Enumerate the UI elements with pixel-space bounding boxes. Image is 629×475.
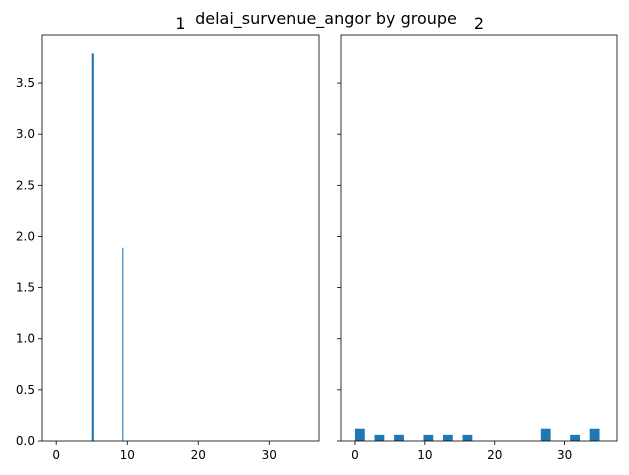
x-tick-label: 20	[191, 448, 206, 462]
histogram-bar	[394, 434, 404, 441]
y-tick-label: 1.0	[16, 332, 35, 346]
panel-title-1: 1	[175, 14, 185, 33]
histogram-bar	[540, 428, 551, 441]
x-tick-label: 20	[487, 448, 502, 462]
figure-title: delai_survenue_angor by groupe	[195, 9, 457, 29]
y-tick-label: 3.0	[16, 127, 35, 141]
x-tick-label: 0	[351, 448, 359, 462]
x-tick-label: 0	[52, 448, 60, 462]
y-tick-label: 0.0	[16, 434, 35, 448]
histogram-bar	[443, 434, 453, 441]
y-tick-label: 3.5	[16, 76, 35, 90]
histogram-bar	[423, 434, 434, 441]
x-tick-label: 30	[557, 448, 572, 462]
panel-title-2: 2	[474, 14, 484, 33]
histogram-bar	[462, 434, 473, 441]
x-tick-label: 10	[120, 448, 135, 462]
histogram-bar	[122, 247, 124, 441]
histogram-bar	[589, 428, 600, 441]
histogram-bar	[570, 434, 580, 441]
x-tick-label: 10	[417, 448, 432, 462]
y-tick-label: 1.5	[16, 281, 35, 295]
histogram-panel-1: 10 10 20 300.00.51.01.52.02.53.03.5	[16, 14, 320, 462]
histogram-bar	[91, 53, 94, 442]
x-tick-label: 30	[262, 448, 277, 462]
histogram-panel-2: 20 10 20 30	[337, 14, 618, 462]
histogram-bar	[374, 434, 385, 441]
y-tick-label: 2.5	[16, 178, 35, 192]
y-tick-label: 0.5	[16, 383, 35, 397]
histogram-bar	[354, 428, 365, 441]
plot-frame	[41, 34, 320, 442]
plot-frame	[340, 34, 618, 442]
y-tick-label: 2.0	[16, 229, 35, 243]
